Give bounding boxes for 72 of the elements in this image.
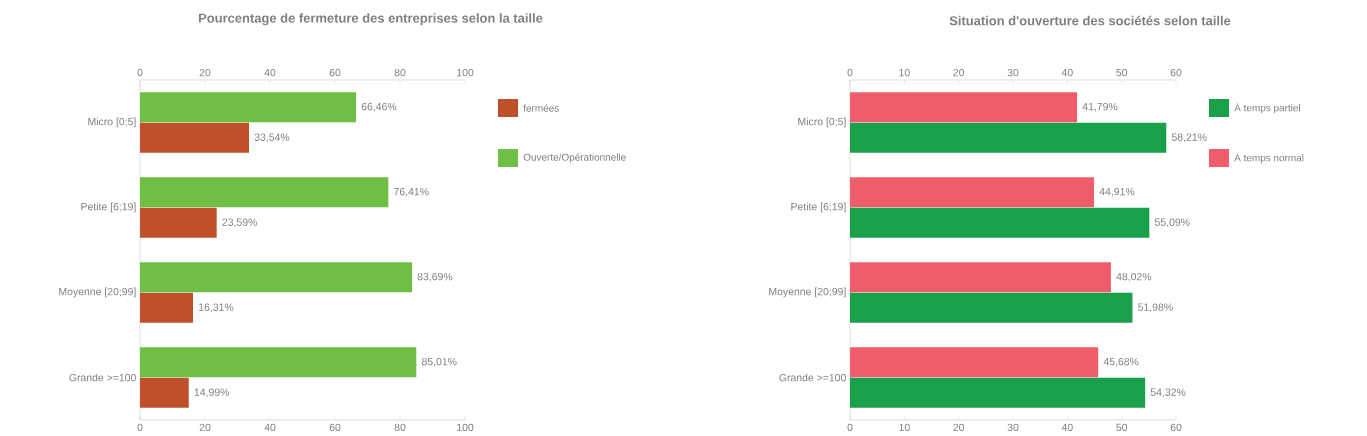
legend-label: Ouverte/Opérationnelle [523,153,626,163]
legend-label: fermées [523,104,559,112]
legend-label: À temps normal [1234,152,1304,164]
y-tick-label: Petite [6;19] [81,202,136,213]
bar [850,177,1095,208]
x2-tick-label: 0 [847,68,853,77]
x2-tick-label: 20 [199,68,211,77]
x-tick-label: 40 [264,423,276,432]
data-label: 58,21% [1171,133,1207,143]
x-tick-label: 30 [1007,423,1019,432]
data-label: 45,68% [1103,357,1139,367]
x-tick-label: 0 [137,423,143,432]
x-tick-label: 100 [457,423,474,432]
bar [140,207,217,238]
y-tick-label: Grande >=100 [69,373,136,382]
chart-title: Pourcentage de fermeture des entreprises selon la taille [198,13,543,26]
data-label: 83,69% [417,272,453,282]
x-tick-label: 80 [394,423,406,432]
y-tick-label: Grande >=100 [779,373,846,382]
data-label: 33,54% [254,133,290,143]
x2-tick-label: 60 [1170,68,1182,77]
x-tick-label: 20 [199,423,211,432]
x2-tick-label: 10 [899,68,910,77]
x2-tick-label: 80 [394,68,406,77]
y-tick-label: Moyenne [20;99] [59,287,136,298]
bar [140,377,189,408]
bar [140,292,194,323]
x2-tick-label: 100 [457,68,474,77]
x2-tick-label: 40 [1061,68,1073,77]
bar [850,262,1111,293]
x2-tick-label: 0 [137,68,143,77]
y-tick-label: Moyenne [20;99] [769,287,846,298]
bar [140,177,389,208]
bar [850,292,1133,323]
data-label: 48,02% [1116,272,1152,282]
data-label: 51,98% [1138,303,1173,313]
bar [850,122,1167,153]
bar [140,92,357,123]
x2-tick-label: 40 [264,68,276,77]
x-tick-label: 0 [847,423,853,432]
x-tick-label: 40 [1061,423,1073,432]
x-tick-label: 60 [329,423,341,432]
y-tick-label: Micro [0;5] [798,117,846,128]
bar [850,207,1150,238]
data-label: 66,46% [361,102,397,112]
x2-tick-label: 60 [329,68,341,77]
data-label: 23,59% [222,218,257,228]
data-label: 85,01% [421,357,457,367]
x-tick-label: 60 [1170,423,1182,432]
y-tick-label: Petite [6;19] [791,202,846,213]
bar [140,262,413,293]
data-label: 14,99% [194,388,230,398]
x2-tick-label: 30 [1007,68,1019,77]
data-label: 55,09% [1154,218,1190,228]
data-label: 16,31% [199,303,234,313]
x2-tick-label: 20 [953,68,965,77]
bar [140,347,417,378]
bar [850,377,1146,408]
data-label: 44,91% [1099,187,1135,197]
data-label: 41,79% [1082,102,1118,112]
x-tick-label: 50 [1116,423,1128,432]
bar [850,92,1078,123]
x-tick-label: 10 [899,423,910,432]
x2-tick-label: 50 [1116,68,1128,77]
legend-label: À temps partiel [1234,102,1300,114]
bar [140,122,250,153]
x-tick-label: 20 [953,423,965,432]
y-tick-label: Micro [0;5] [88,117,136,128]
chart-title: Situation d'ouverture des sociétés selon taille [949,15,1231,26]
data-label: 54,32% [1150,388,1186,398]
bar [850,347,1099,378]
data-label: 76,41% [394,187,429,197]
